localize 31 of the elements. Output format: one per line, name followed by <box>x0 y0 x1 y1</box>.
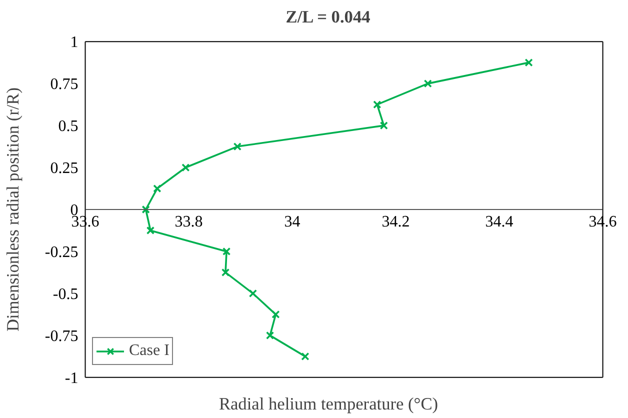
point <box>380 121 388 130</box>
y-tick-label: -0.5 <box>52 286 78 303</box>
point <box>272 310 280 319</box>
point <box>153 184 162 193</box>
point <box>142 205 150 214</box>
x-tick-label: 34.4 <box>485 214 514 230</box>
y-axis-title: Dimensionless radial position (r/R) <box>4 87 22 332</box>
y-tick-label: 0.75 <box>50 76 78 94</box>
y-tick-label: -0.25 <box>44 244 78 261</box>
point <box>233 142 242 151</box>
point <box>222 247 231 256</box>
legend-label: Case I <box>129 342 170 360</box>
point <box>524 58 533 67</box>
x-axis-title: Radial helium temperature (°C) <box>218 394 438 414</box>
point <box>424 79 432 88</box>
chart-title: Z/L = 0.044 <box>286 8 371 26</box>
point <box>146 226 155 235</box>
point <box>221 268 230 277</box>
y-tick-label: 0.5 <box>58 118 78 136</box>
point <box>301 352 310 361</box>
point <box>182 163 190 172</box>
y-tick-label: 0.25 <box>50 160 78 178</box>
x-tick-label: 34 <box>284 214 300 230</box>
point <box>266 331 274 340</box>
x-tick-label: 34.2 <box>382 214 410 230</box>
y-tick-label: -1 <box>64 370 78 387</box>
y-tick-label: -0.75 <box>44 328 78 345</box>
y-tick-label: 1 <box>70 34 78 52</box>
point <box>248 289 258 298</box>
x-tick-label: 33.8 <box>174 214 203 230</box>
point <box>373 100 382 109</box>
